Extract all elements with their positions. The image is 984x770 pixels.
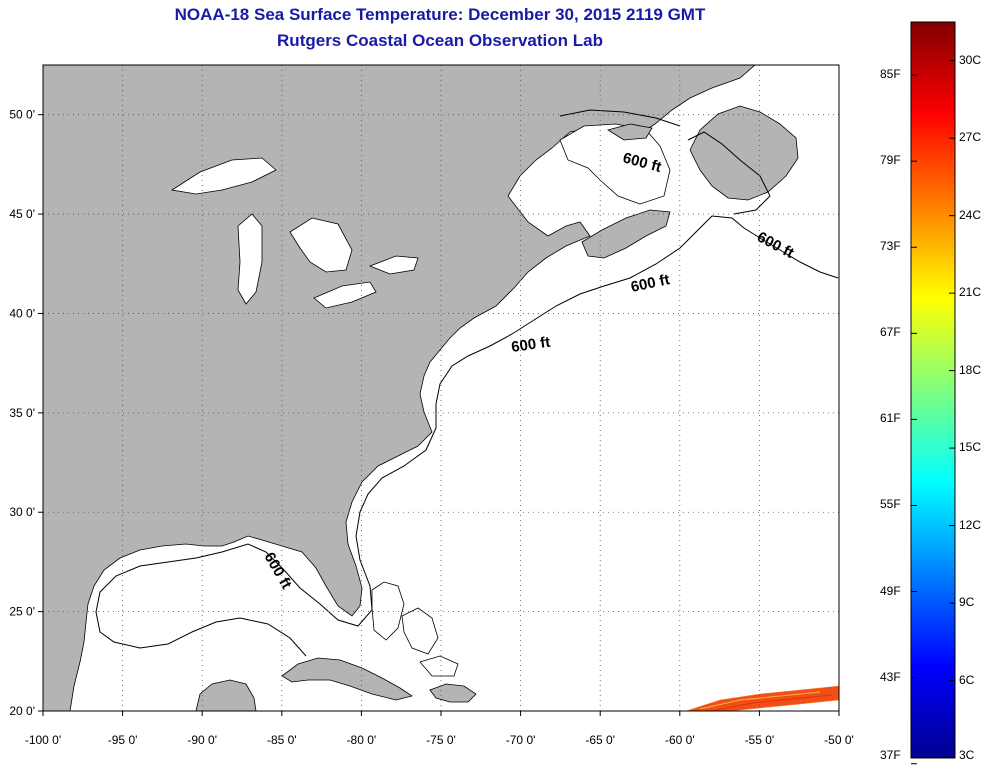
colorbar-label-c: 3C (959, 748, 975, 762)
colorbar-label-c: 21C (959, 285, 982, 300)
colorbar-label-f: 67F (880, 325, 901, 340)
lon-tick-label: -95 0' (108, 733, 138, 747)
map-frame (42, 64, 840, 712)
gulf-st-lawrence (559, 123, 671, 205)
lat-tick-label: 35 0' (9, 406, 35, 420)
land-yucatan (195, 679, 257, 711)
colorbar-label-c: 9C (959, 595, 975, 610)
colorbar (910, 21, 956, 759)
contour-label: 600 ft (510, 334, 551, 356)
axis-ticks: -100 0' -95 0' -90 0' -85 0' -80 0' -75 0' -70… (9, 108, 853, 747)
lon-tick-label: -90 0' (187, 733, 217, 747)
lon-tick-label: -65 0' (585, 733, 615, 747)
land-anticosti (607, 123, 653, 141)
lon-tick-label: -85 0' (267, 733, 297, 747)
land-north-america (43, 65, 756, 711)
lon-tick-label: -75 0' (426, 733, 456, 747)
sst-swath (685, 685, 839, 711)
colorbar-label-f: 37F (880, 748, 901, 762)
colorbar-label-f: 61F (880, 411, 901, 426)
lon-tick-label: -60 0' (665, 733, 695, 747)
lon-tick-label: -80 0' (347, 733, 377, 747)
lon-tick-label: -50 0' (824, 733, 854, 747)
colorbar-label-c: 12C (959, 517, 982, 532)
lat-tick-label: 20 0' (9, 704, 35, 718)
land-cuba (281, 657, 413, 701)
colorbar-label-f: 73F (880, 239, 901, 254)
lat-tick-label: 25 0' (9, 605, 35, 619)
colorbar-ticks (911, 60, 955, 765)
map-subtitle: Rutgers Coastal Ocean Observation Lab (277, 31, 603, 50)
lat-tick-label: 50 0' (9, 108, 35, 122)
lon-tick-label: -70 0' (506, 733, 536, 747)
colorbar-label-f: 79F (880, 153, 901, 168)
map-title: NOAA-18 Sea Surface Temperature: Decembe… (174, 5, 706, 24)
bahamas-banks (371, 581, 459, 677)
lon-tick-label: -55 0' (745, 733, 775, 747)
colorbar-label-c: 6C (959, 672, 975, 687)
colorbar-label-c: 30C (959, 52, 982, 67)
land-newfoundland (689, 105, 799, 201)
colorbar-label-f: 49F (880, 583, 901, 598)
colorbar-label-c: 15C (959, 440, 982, 455)
great-lakes (170, 157, 419, 309)
land-nova-scotia (581, 209, 671, 259)
depth-contour-600ft (95, 109, 839, 657)
colorbar-label-f: 85F (880, 67, 901, 82)
lat-tick-label: 30 0' (9, 505, 35, 519)
colorbar-label-c: 18C (959, 362, 982, 377)
lat-tick-label: 45 0' (9, 207, 35, 221)
colorbar-label-c: 24C (959, 207, 982, 222)
lat-tick-label: 40 0' (9, 306, 35, 320)
colorbar-label-f: 43F (880, 669, 901, 684)
colorbar-label-f: 55F (880, 497, 901, 512)
land-hispaniola (429, 683, 477, 703)
lon-tick-label: -100 0' (25, 733, 61, 747)
colorbar-label-c: 27C (959, 130, 982, 145)
